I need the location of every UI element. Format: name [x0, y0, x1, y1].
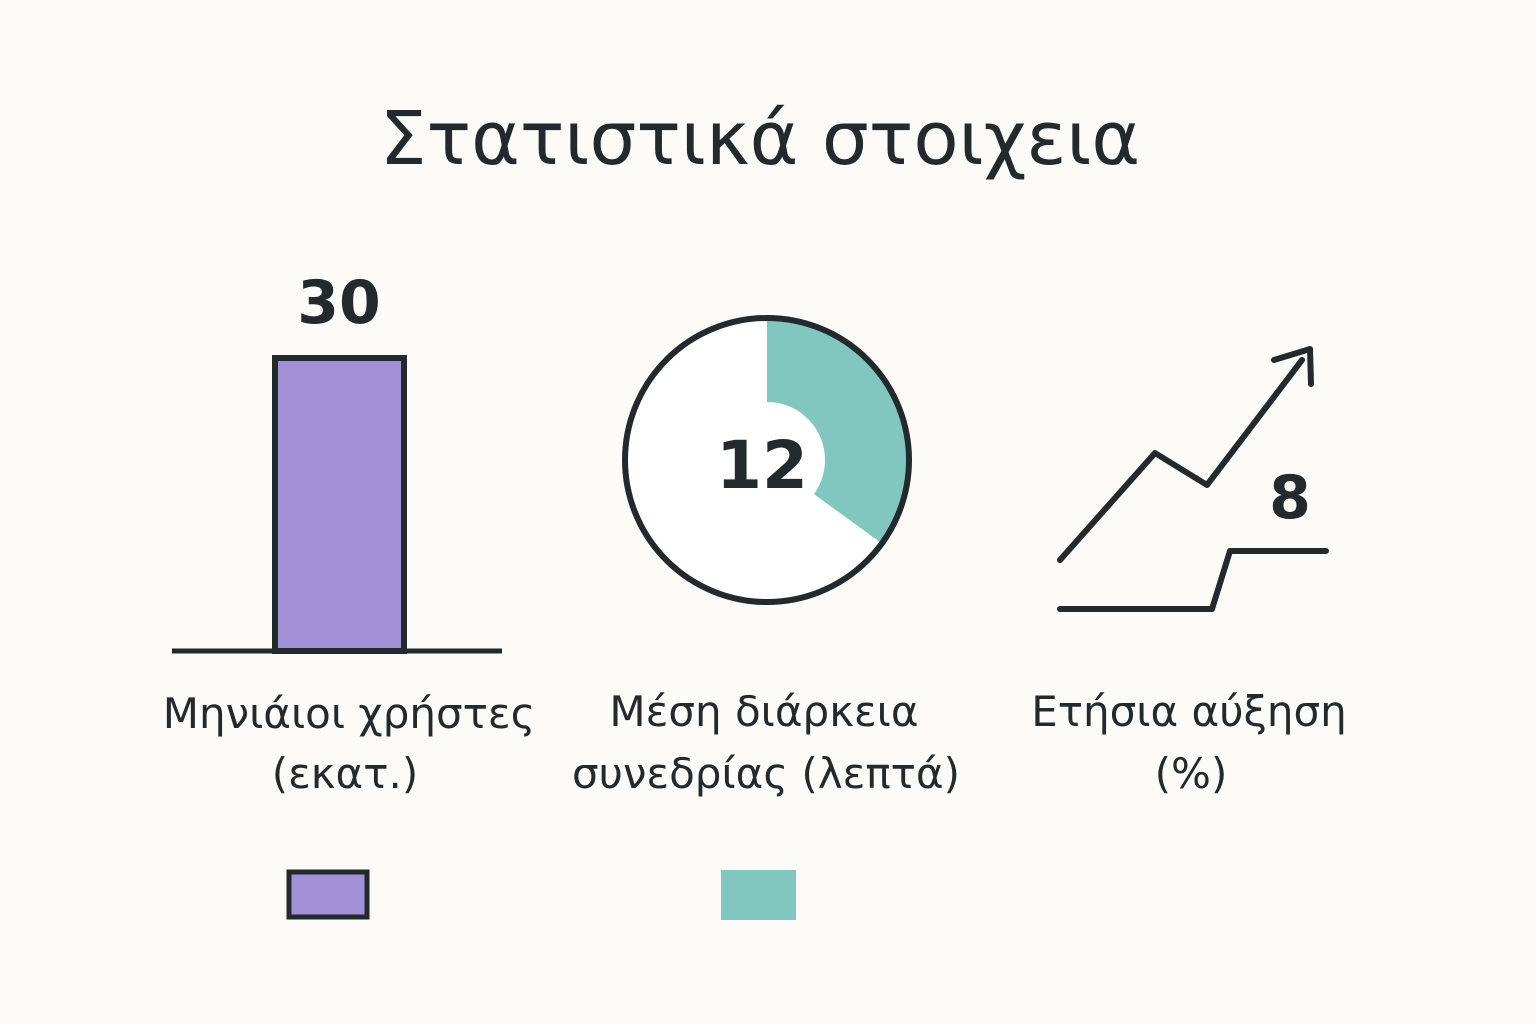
pie-category-label-line2: συνεδρίας (λεπτά) — [572, 749, 960, 798]
trend-up-arrow-icon — [1057, 357, 1305, 563]
arrow-head-icon — [1271, 346, 1314, 387]
bar-monthly-users — [272, 355, 407, 654]
growth-value-label: 8 — [1269, 463, 1311, 533]
pie-category-label-line1: Μέση διάρκεια — [609, 687, 918, 736]
legend-swatch-purple — [286, 869, 370, 920]
bar-category-label-line1: Μηνιάιοι χρήστες — [163, 689, 535, 738]
pie-value-label: 12 — [716, 427, 808, 504]
bar-chart-monthly-users: 30 Μηνιάιοι χρήστες (εκατ.) — [163, 268, 535, 798]
legend — [286, 869, 796, 920]
bar-category-label-line2: (εκατ.) — [272, 749, 419, 798]
growth-category-label-line1: Ετήσια αύξηση — [1031, 687, 1347, 736]
growth-step-line — [1057, 548, 1329, 612]
bar-value-label: 30 — [297, 268, 381, 338]
pie-outline — [622, 315, 912, 605]
growth-category-label-line2: (%) — [1155, 749, 1228, 798]
line-chart-annual-growth: 8 Ετήσια αύξηση (%) — [1031, 346, 1347, 798]
legend-swatch-teal — [721, 870, 796, 920]
page-title: Στατιστικά στοιχεια — [380, 96, 1140, 182]
pie-chart-session-duration: 12 Μέση διάρκεια συνεδρίας (λεπτά) — [572, 315, 960, 798]
pie-slice-session-duration — [767, 320, 907, 543]
